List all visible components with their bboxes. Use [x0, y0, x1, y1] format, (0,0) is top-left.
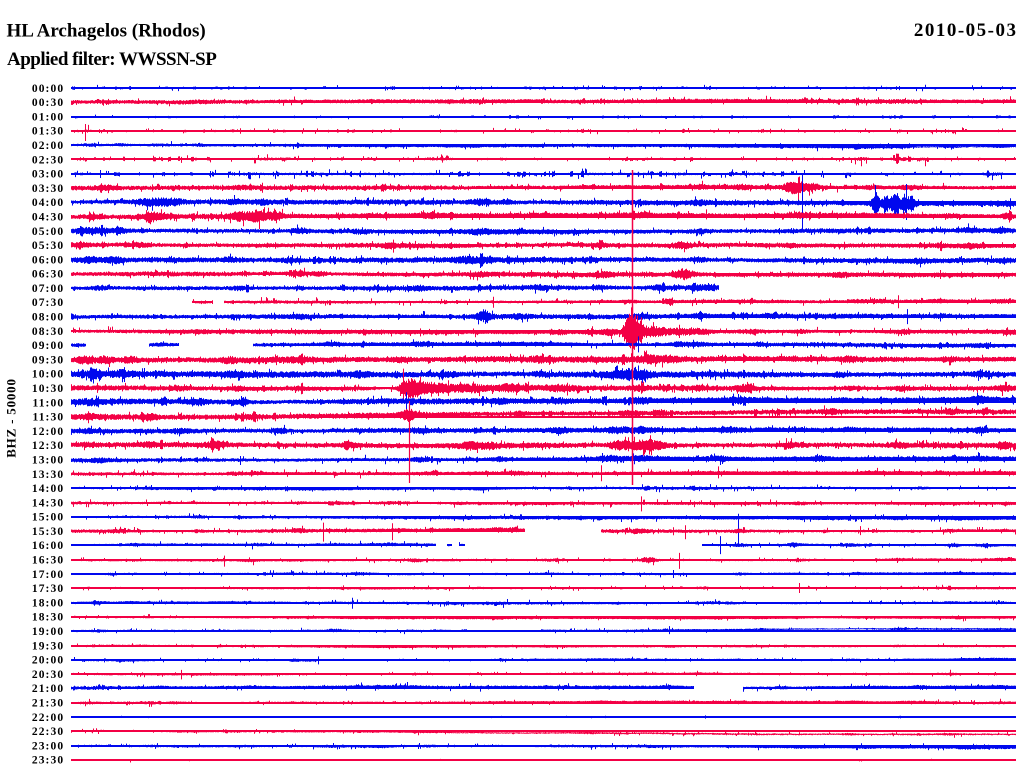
svg-text:12:30: 12:30 — [32, 440, 64, 452]
svg-text:10:30: 10:30 — [32, 383, 64, 395]
svg-text:01:30: 01:30 — [32, 126, 64, 138]
svg-text:00:30: 00:30 — [32, 97, 64, 109]
svg-text:00:00: 00:00 — [32, 83, 64, 95]
svg-text:08:30: 08:30 — [32, 326, 64, 338]
svg-text:20:30: 20:30 — [32, 669, 64, 681]
svg-text:10:00: 10:00 — [32, 369, 64, 381]
svg-text:19:30: 19:30 — [32, 640, 64, 652]
svg-text:09:30: 09:30 — [32, 354, 64, 366]
svg-text:18:30: 18:30 — [32, 612, 64, 624]
svg-text:18:00: 18:00 — [32, 597, 64, 609]
svg-text:12:00: 12:00 — [32, 426, 64, 438]
svg-text:Applied filter: WWSSN-SP: Applied filter: WWSSN-SP — [7, 49, 217, 70]
svg-text:13:00: 13:00 — [32, 455, 64, 467]
svg-text:01:00: 01:00 — [32, 111, 64, 123]
svg-text:16:00: 16:00 — [32, 540, 64, 552]
svg-text:14:00: 14:00 — [32, 483, 64, 495]
svg-text:BHZ - 50000: BHZ - 50000 — [4, 378, 19, 458]
svg-text:2010-05-03: 2010-05-03 — [914, 20, 1018, 41]
svg-text:23:00: 23:00 — [32, 740, 64, 752]
svg-text:17:30: 17:30 — [32, 583, 64, 595]
svg-text:22:00: 22:00 — [32, 712, 64, 724]
svg-text:13:30: 13:30 — [32, 469, 64, 481]
svg-text:15:00: 15:00 — [32, 512, 64, 524]
svg-text:04:30: 04:30 — [32, 212, 64, 224]
svg-text:16:30: 16:30 — [32, 555, 64, 567]
svg-text:05:00: 05:00 — [32, 226, 64, 238]
svg-text:14:30: 14:30 — [32, 497, 64, 509]
svg-text:HL Archagelos (Rhodos): HL Archagelos (Rhodos) — [7, 21, 206, 42]
svg-text:02:30: 02:30 — [32, 154, 64, 166]
svg-text:06:00: 06:00 — [32, 254, 64, 266]
svg-text:07:30: 07:30 — [32, 297, 64, 309]
svg-text:17:00: 17:00 — [32, 569, 64, 581]
svg-text:15:30: 15:30 — [32, 526, 64, 538]
svg-text:05:30: 05:30 — [32, 240, 64, 252]
svg-text:21:00: 21:00 — [32, 683, 64, 695]
svg-text:21:30: 21:30 — [32, 698, 64, 710]
svg-text:04:00: 04:00 — [32, 197, 64, 209]
svg-text:09:00: 09:00 — [32, 340, 64, 352]
svg-text:22:30: 22:30 — [32, 726, 64, 738]
svg-text:08:00: 08:00 — [32, 312, 64, 324]
svg-text:11:30: 11:30 — [32, 412, 64, 424]
svg-text:11:00: 11:00 — [32, 397, 64, 409]
svg-text:06:30: 06:30 — [32, 269, 64, 281]
svg-text:19:00: 19:00 — [32, 626, 64, 638]
svg-text:03:00: 03:00 — [32, 169, 64, 181]
svg-text:07:00: 07:00 — [32, 283, 64, 295]
svg-text:03:30: 03:30 — [32, 183, 64, 195]
svg-text:23:30: 23:30 — [32, 755, 64, 767]
svg-text:20:00: 20:00 — [32, 655, 64, 667]
svg-text:02:00: 02:00 — [32, 140, 64, 152]
